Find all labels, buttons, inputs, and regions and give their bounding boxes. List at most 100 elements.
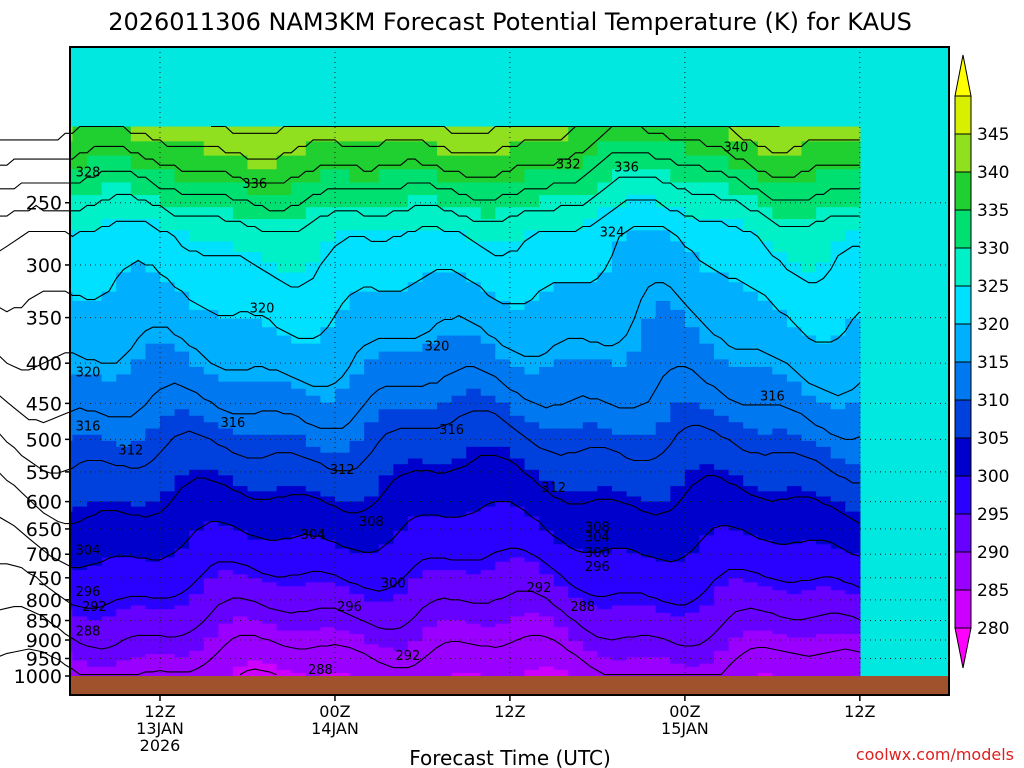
field-cell <box>670 666 686 671</box>
field-cell <box>174 381 190 390</box>
field-cell <box>670 516 686 522</box>
field-cell <box>772 343 788 353</box>
field-cell <box>407 578 424 583</box>
field-cell <box>611 553 628 559</box>
field-cell <box>655 446 671 454</box>
field-cell <box>801 660 817 665</box>
field-cell <box>101 141 117 157</box>
field-cell <box>845 475 861 482</box>
field-cell <box>130 616 147 621</box>
field-cell <box>626 282 642 293</box>
field-cell <box>816 469 832 476</box>
field-cell <box>145 496 161 503</box>
field-cell <box>830 597 846 603</box>
field-cell <box>174 409 190 417</box>
field-cell <box>772 318 788 328</box>
field-cell <box>72 582 88 587</box>
field-cell <box>218 501 234 508</box>
field-cell <box>714 586 730 591</box>
field-cell <box>349 395 365 404</box>
field-cell <box>539 452 555 460</box>
field-cell <box>70 318 74 328</box>
field-cell <box>437 623 453 628</box>
field-cell <box>349 627 365 632</box>
field-cell <box>655 480 671 487</box>
field-cell <box>582 623 598 628</box>
field-cell <box>597 469 613 476</box>
field-cell <box>160 526 176 532</box>
field-cell <box>218 666 234 671</box>
field-cell <box>160 491 176 498</box>
field-cell <box>160 623 176 628</box>
field-cell <box>524 241 540 253</box>
field-cell <box>407 388 424 397</box>
field-cell <box>320 516 336 522</box>
field-cell <box>393 672 409 677</box>
field-cell <box>160 565 176 571</box>
field-cell <box>262 195 278 208</box>
field-cell <box>641 663 657 668</box>
field-cell <box>334 663 351 668</box>
field-cell <box>203 627 219 632</box>
field-cell <box>480 609 496 614</box>
field-cell <box>466 601 482 607</box>
field-cell <box>130 252 147 264</box>
field-cell <box>786 605 803 610</box>
field-cell <box>70 335 74 345</box>
field-cell <box>743 469 759 476</box>
field-cell <box>189 601 205 607</box>
field-cell <box>495 486 511 492</box>
field-cell <box>816 660 832 665</box>
field-cell <box>626 422 642 430</box>
field-cell <box>684 182 701 196</box>
field-cell <box>539 672 555 677</box>
field-cell <box>160 627 176 632</box>
field-cell <box>568 570 584 575</box>
field-cell <box>262 544 278 550</box>
field-cell <box>174 627 190 632</box>
field-cell <box>437 366 453 375</box>
field-cell <box>728 318 744 328</box>
field-cell <box>714 594 730 599</box>
field-cell <box>101 609 117 614</box>
field-cell <box>699 644 715 649</box>
field-cell <box>539 272 555 283</box>
field-cell <box>830 578 846 583</box>
field-cell <box>364 351 380 360</box>
field-cell <box>393 395 409 404</box>
field-cell <box>70 327 74 337</box>
field-cell <box>582 565 598 571</box>
field-cell <box>262 578 278 583</box>
field-cell <box>539 612 555 618</box>
field-cell <box>247 570 263 575</box>
field-cell <box>305 486 321 492</box>
field-cell <box>684 553 701 559</box>
field-cell <box>232 464 249 471</box>
field-cell <box>816 458 832 465</box>
field-cell <box>539 475 555 482</box>
field-cell <box>728 381 744 390</box>
field-cell <box>801 480 817 487</box>
field-cell <box>407 300 424 311</box>
field-cell <box>218 612 234 618</box>
field-cell <box>291 570 307 575</box>
field-cell <box>305 496 321 503</box>
field-cell <box>845 561 861 567</box>
field-cell <box>655 548 671 554</box>
field-cell <box>262 553 278 559</box>
field-cell <box>626 402 642 410</box>
field-cell <box>757 434 773 442</box>
field-cell <box>670 637 686 642</box>
field-cell <box>349 623 365 628</box>
field-cell <box>189 669 205 674</box>
field-cell <box>582 327 598 337</box>
field-cell <box>568 262 584 274</box>
field-cell <box>364 300 380 311</box>
field-cell <box>218 486 234 492</box>
field-cell <box>626 553 642 559</box>
field-cell <box>786 616 803 621</box>
field-cell <box>291 207 307 220</box>
field-cell <box>480 182 496 196</box>
field-cell <box>597 230 613 243</box>
